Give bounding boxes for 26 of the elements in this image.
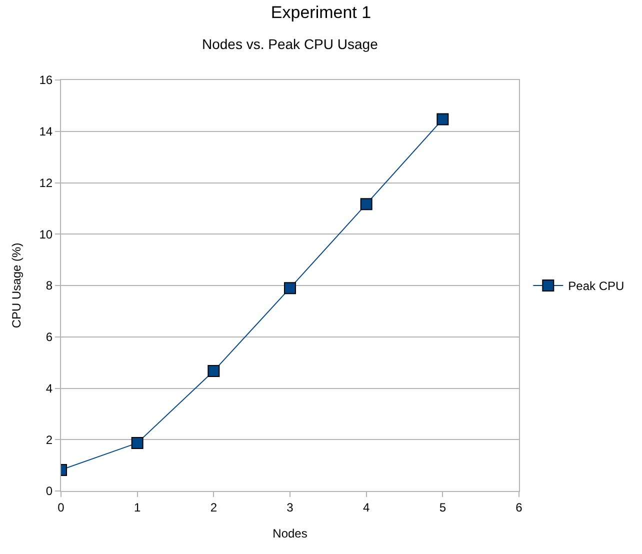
y-tick-label: 6: [46, 330, 53, 344]
y-axis-title: CPU Usage (%): [10, 242, 24, 328]
x-tick-label: 1: [134, 500, 141, 514]
y-tick-label: 0: [46, 484, 53, 498]
chart-subtitle: Nodes vs. Peak CPU Usage: [202, 36, 378, 52]
x-tick-label: 2: [210, 500, 218, 514]
chart-title: Experiment 1: [270, 2, 372, 22]
legend-label: Peak CPU: [568, 279, 624, 294]
point: [284, 282, 296, 294]
y-tick-label: 10: [39, 227, 53, 242]
point: [360, 198, 372, 210]
y-tick-label: 4: [46, 381, 53, 396]
y-tick-label: 16: [39, 73, 53, 88]
x-tick-label: 4: [362, 500, 370, 514]
x-tick-label: 3: [286, 500, 294, 514]
point: [436, 113, 449, 126]
x-tick-label: 6: [516, 500, 523, 514]
x-axis-title: Nodes: [272, 526, 308, 540]
point: [208, 365, 220, 378]
point: [131, 436, 144, 449]
x-tick-label: 5: [439, 500, 446, 514]
x-tick-label: 0: [58, 500, 65, 514]
y-tick-label: 2: [46, 432, 53, 447]
y-tick-label: 8: [46, 278, 53, 293]
y-tick-label: 14: [39, 124, 53, 139]
y-tick-label: 12: [39, 176, 53, 190]
